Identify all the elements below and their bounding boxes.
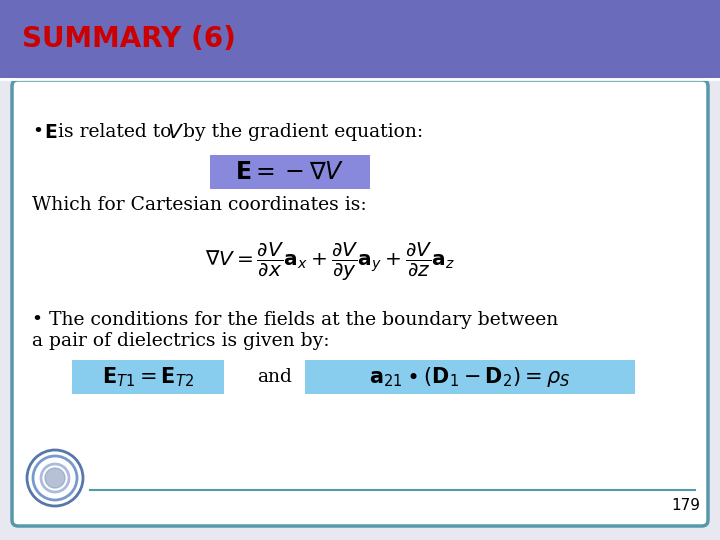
Bar [72,360,224,394]
Circle shape [45,468,65,488]
Text: • The conditions for the fields at the boundary between: • The conditions for the fields at the b… [32,311,558,329]
Bar [210,155,370,189]
Text: is related to: is related to [58,123,171,141]
Text: SUMMARY (6): SUMMARY (6) [22,25,236,53]
Bar [0,0,720,78]
Text: •: • [32,123,43,141]
Text: Which for Cartesian coordinates is:: Which for Cartesian coordinates is: [32,196,366,214]
Text: $\mathbf{E}_{T1} = \mathbf{E}_{T2}$: $\mathbf{E}_{T1} = \mathbf{E}_{T2}$ [102,365,194,389]
Text: a pair of dielectrics is given by:: a pair of dielectrics is given by: [32,332,330,350]
Text: $\mathbf{E}$: $\mathbf{E}$ [44,123,58,141]
Text: 179: 179 [671,497,700,512]
FancyBboxPatch shape [12,80,708,526]
Text: and: and [257,368,292,386]
Text: $\mathbf{a}_{21} \bullet (\mathbf{D}_1 - \mathbf{D}_2) = \rho_S$: $\mathbf{a}_{21} \bullet (\mathbf{D}_1 -… [369,365,570,389]
Bar [305,360,635,394]
Text: $V$: $V$ [167,123,184,141]
Text: $\mathbf{E} = -\nabla V$: $\mathbf{E} = -\nabla V$ [235,160,345,184]
Text: by the gradient equation:: by the gradient equation: [183,123,423,141]
Text: $\nabla V = \dfrac{\partial V}{\partial x}\mathbf{a}_x + \dfrac{\partial V}{\par: $\nabla V = \dfrac{\partial V}{\partial … [205,241,455,283]
